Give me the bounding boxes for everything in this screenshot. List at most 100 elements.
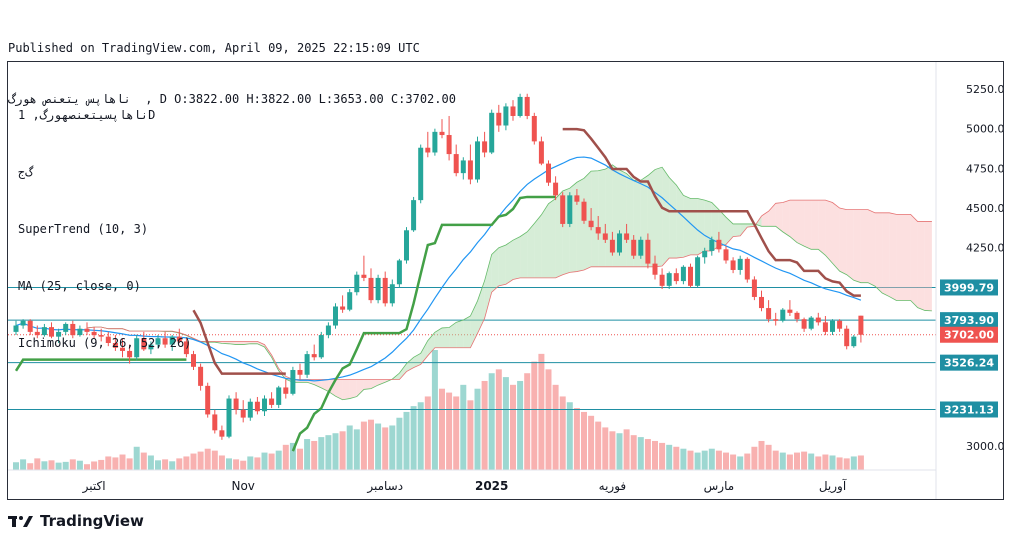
- candle-body: [439, 131, 445, 136]
- candle-body: [105, 336, 111, 343]
- candle-body: [233, 398, 239, 410]
- candle-body: [112, 342, 118, 348]
- legend-ma[interactable]: MA (25, close, 0): [18, 279, 141, 293]
- cloud-segment: [449, 322, 457, 348]
- price-label: 3231.13: [944, 403, 994, 416]
- volume-bar: [254, 457, 261, 470]
- candle-body: [759, 296, 764, 309]
- price-tick-label: 4750.00: [966, 162, 1003, 175]
- volume-bar: [730, 454, 737, 470]
- volume-bar: [233, 459, 240, 470]
- volume-bar: [155, 460, 161, 470]
- candle-body: [283, 387, 289, 394]
- volume-bar: [474, 388, 481, 470]
- candle-body: [609, 239, 615, 253]
- candle-body: [354, 274, 360, 293]
- cloud-segment: [335, 379, 343, 400]
- volume-bar: [836, 457, 843, 470]
- candle-body: [830, 320, 835, 332]
- candle-body: [475, 141, 480, 180]
- chart-frame[interactable]: 3000.00 4250.00 4500.00 4750.00 5000.00 5250.…: [7, 61, 1004, 500]
- price-chart[interactable]: 3000.00 4250.00 4500.00 4750.00 5000.00 5250.…: [8, 62, 1003, 499]
- candle-body: [531, 115, 537, 142]
- candle-body: [780, 309, 786, 321]
- candle-body: [723, 249, 729, 261]
- volume-bar: [226, 458, 232, 470]
- volume-bar: [744, 453, 751, 470]
- cloud-segment: [498, 244, 506, 286]
- volume-bar: [481, 380, 488, 470]
- cloud-segment: [782, 200, 790, 237]
- cloud-segment: [399, 363, 407, 380]
- cloud-segment: [434, 327, 442, 348]
- candle-body: [169, 336, 175, 345]
- cloud-segment: [250, 341, 258, 344]
- volume-bar: [403, 411, 410, 470]
- candle-body: [496, 112, 502, 126]
- cloud-segment: [477, 280, 485, 334]
- price-label-box: [940, 312, 998, 329]
- cloud-segment: [740, 223, 748, 236]
- tradingview-branding[interactable]: TradingView: [8, 512, 144, 530]
- cloud-segment: [463, 316, 471, 348]
- volume-bar: [282, 444, 289, 470]
- candle-body: [751, 279, 757, 297]
- candle-body: [27, 320, 33, 332]
- volume-bar: [169, 461, 176, 470]
- cloud-segment: [427, 332, 435, 356]
- candle-body: [120, 347, 125, 351]
- volume-bar: [737, 456, 744, 470]
- candle-body: [368, 277, 374, 301]
- volume-bar: [140, 452, 147, 470]
- ichimoku-cloud: [87, 164, 932, 400]
- volume-bar: [822, 454, 829, 470]
- price-label: 3526.24: [944, 357, 994, 370]
- cloud-segment: [846, 209, 854, 281]
- volume-bar: [510, 384, 516, 470]
- volume-bar: [637, 437, 644, 470]
- volume-bar: [595, 421, 602, 470]
- volume-bar: [119, 454, 126, 470]
- candle-body: [276, 387, 282, 405]
- candle-body: [489, 112, 495, 153]
- candle-body: [304, 354, 310, 375]
- cloud-segment: [534, 214, 542, 278]
- candle-body: [482, 141, 488, 153]
- cloud-segment: [896, 214, 904, 301]
- time-tick-label: Nov: [231, 479, 254, 493]
- volume-bar: [183, 456, 190, 470]
- volume-bar: [794, 452, 800, 470]
- candle-body: [361, 274, 367, 278]
- chart-header: Published on TradingView.com, April 09, …: [8, 6, 456, 125]
- candle-body: [205, 385, 211, 415]
- candle-body: [737, 258, 743, 270]
- candle-body: [127, 350, 133, 358]
- candle-body: [262, 398, 267, 412]
- legend-supertrend[interactable]: SuperTrend (10, 3): [18, 222, 149, 236]
- price-label: 3999.79: [944, 281, 994, 294]
- published-line: Published on TradingView.com, April 09, …: [8, 41, 420, 55]
- cloud-segment: [541, 203, 549, 278]
- candle-body: [680, 266, 686, 282]
- price-tick-label: 4250.00: [966, 242, 1003, 255]
- candle-body: [588, 220, 594, 228]
- candle-body: [382, 277, 388, 304]
- volume-bar: [346, 425, 353, 470]
- candle-body: [325, 325, 331, 336]
- cloud-segment: [371, 379, 379, 389]
- cloud-segment: [378, 379, 386, 386]
- volume-bar: [566, 402, 573, 470]
- legend-ichimoku[interactable]: Ichimoku (9, 26, 52, 26): [18, 336, 192, 350]
- volume-bar: [261, 452, 268, 470]
- candle-body: [212, 414, 218, 431]
- cloud-segment: [257, 341, 265, 347]
- candle-body: [553, 182, 559, 196]
- cloud-segment: [697, 198, 705, 255]
- candle-body: [730, 260, 736, 270]
- candle-body: [801, 319, 807, 329]
- candle-body: [347, 292, 353, 310]
- volume-bar: [325, 435, 332, 470]
- candle-body: [659, 274, 665, 286]
- volume-bar: [133, 446, 140, 470]
- volume-bar: [517, 380, 524, 470]
